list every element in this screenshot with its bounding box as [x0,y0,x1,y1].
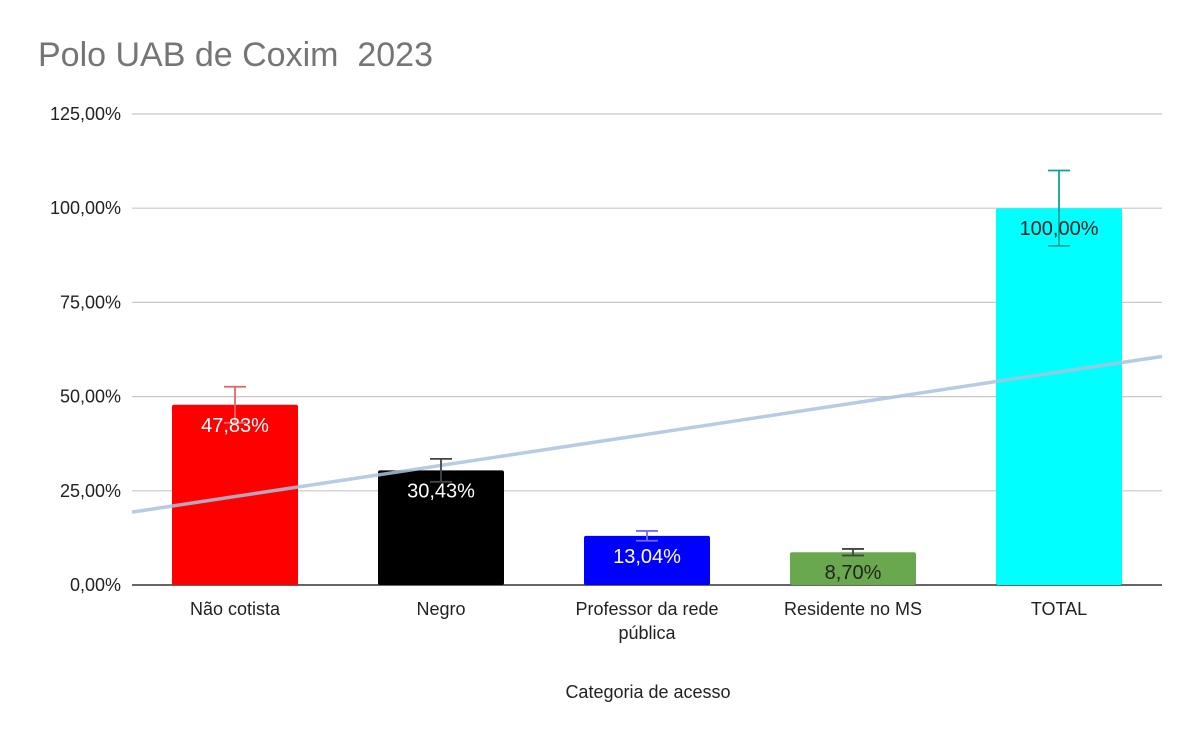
data-label: 13,04% [613,546,681,568]
trendline [131,354,1163,514]
category-label-line: Não cotista [190,599,281,619]
chart-title: Polo UAB de Coxim 2023 [38,36,433,74]
y-tick-label: 125,00% [50,104,121,124]
y-tick-label: 50,00% [60,387,121,407]
category-label: Professor da rede pública [575,599,718,643]
data-label: 100,00% [1020,218,1099,240]
category-labels: Não cotista Negro Professor da rede pública… [190,599,1087,643]
bar [584,535,710,585]
category-label-line: pública [618,623,676,643]
data-label: 30,43% [407,480,475,502]
bar [790,552,916,585]
x-axis-label: Categoria de acesso [565,682,730,702]
category-label: Não cotista [190,599,281,619]
category-label-line: Professor da rede [575,599,718,619]
category-label: Residente no MS [784,599,922,619]
y-axis-tick-labels: 0,00% 25,00% 50,00% 75,00% 100,00% 125,00% [50,104,121,595]
y-tick-label: 25,00% [60,481,121,501]
bar [996,208,1122,585]
bar [378,470,504,585]
data-label: 47,83% [201,415,269,437]
y-tick-label: 100,00% [50,198,121,218]
category-label-line: Residente no MS [784,599,922,619]
data-labels: 47,83% 30,43% 13,04% 8,70% 100,00% [201,218,1099,584]
y-tick-label: 0,00% [70,575,121,595]
error-bars [224,169,1070,557]
category-label-line: Negro [416,599,465,619]
category-label-line: TOTAL [1031,599,1087,619]
category-label: TOTAL [1031,599,1087,619]
y-tick-label: 75,00% [60,292,121,312]
category-label: Negro [416,599,465,619]
trendline-group [131,354,1163,514]
data-label: 8,70% [825,562,882,584]
